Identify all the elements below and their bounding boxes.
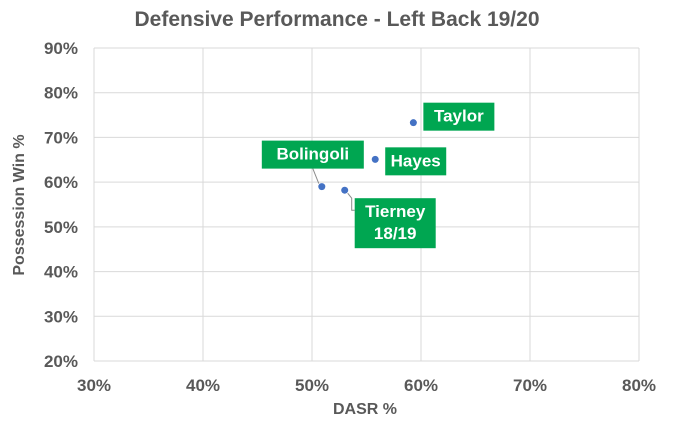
data-label: Taylor <box>423 102 495 131</box>
data-label-text: 18/19 <box>374 224 417 243</box>
x-tick-label: 30% <box>77 376 111 395</box>
y-tick-label: 30% <box>44 307 78 326</box>
data-label-text: Taylor <box>434 107 484 126</box>
data-label: Bolingoli <box>261 140 364 169</box>
y-tick-label: 70% <box>44 128 78 147</box>
data-point <box>409 119 417 127</box>
x-tick-label: 50% <box>295 376 329 395</box>
leader-line <box>312 168 320 184</box>
x-axis-ticks: 30% 40% 50% 60% 70% 80% <box>77 376 656 395</box>
data-label-text: Tierney <box>365 202 426 221</box>
leader-lines <box>312 168 355 211</box>
x-tick-label: 60% <box>404 376 438 395</box>
y-tick-label: 60% <box>44 173 78 192</box>
y-axis-title: Possession Win % <box>11 134 28 275</box>
y-tick-label: 50% <box>44 218 78 237</box>
data-label: Hayes <box>385 147 447 176</box>
y-axis-ticks: 20% 30% 40% 50% 60% 70% 80% 90% <box>44 39 78 371</box>
x-axis-title: DASR % <box>333 401 397 418</box>
data-point <box>341 186 349 194</box>
y-tick-label: 20% <box>44 352 78 371</box>
x-tick-label: 40% <box>186 376 220 395</box>
data-label-box <box>354 198 436 249</box>
chart-title: Defensive Performance - Left Back 19/20 <box>134 8 539 31</box>
gridlines <box>93 47 640 362</box>
y-tick-label: 40% <box>44 263 78 282</box>
y-tick-label: 90% <box>44 39 78 58</box>
data-labels: Taylor Hayes Bolingoli Tierney 18/19 <box>261 102 495 249</box>
data-label-box <box>423 102 495 131</box>
data-label-text: Bolingoli <box>276 145 349 164</box>
data-label-box <box>385 147 447 176</box>
data-label-box <box>261 140 364 169</box>
data-label: Tierney 18/19 <box>354 198 436 249</box>
data-point <box>318 183 326 191</box>
data-points <box>318 119 417 194</box>
x-tick-label: 80% <box>622 376 656 395</box>
x-tick-label: 70% <box>513 376 547 395</box>
data-point <box>371 155 379 163</box>
leader-line <box>347 192 355 211</box>
y-tick-label: 80% <box>44 84 78 103</box>
data-label-text: Hayes <box>391 151 441 170</box>
